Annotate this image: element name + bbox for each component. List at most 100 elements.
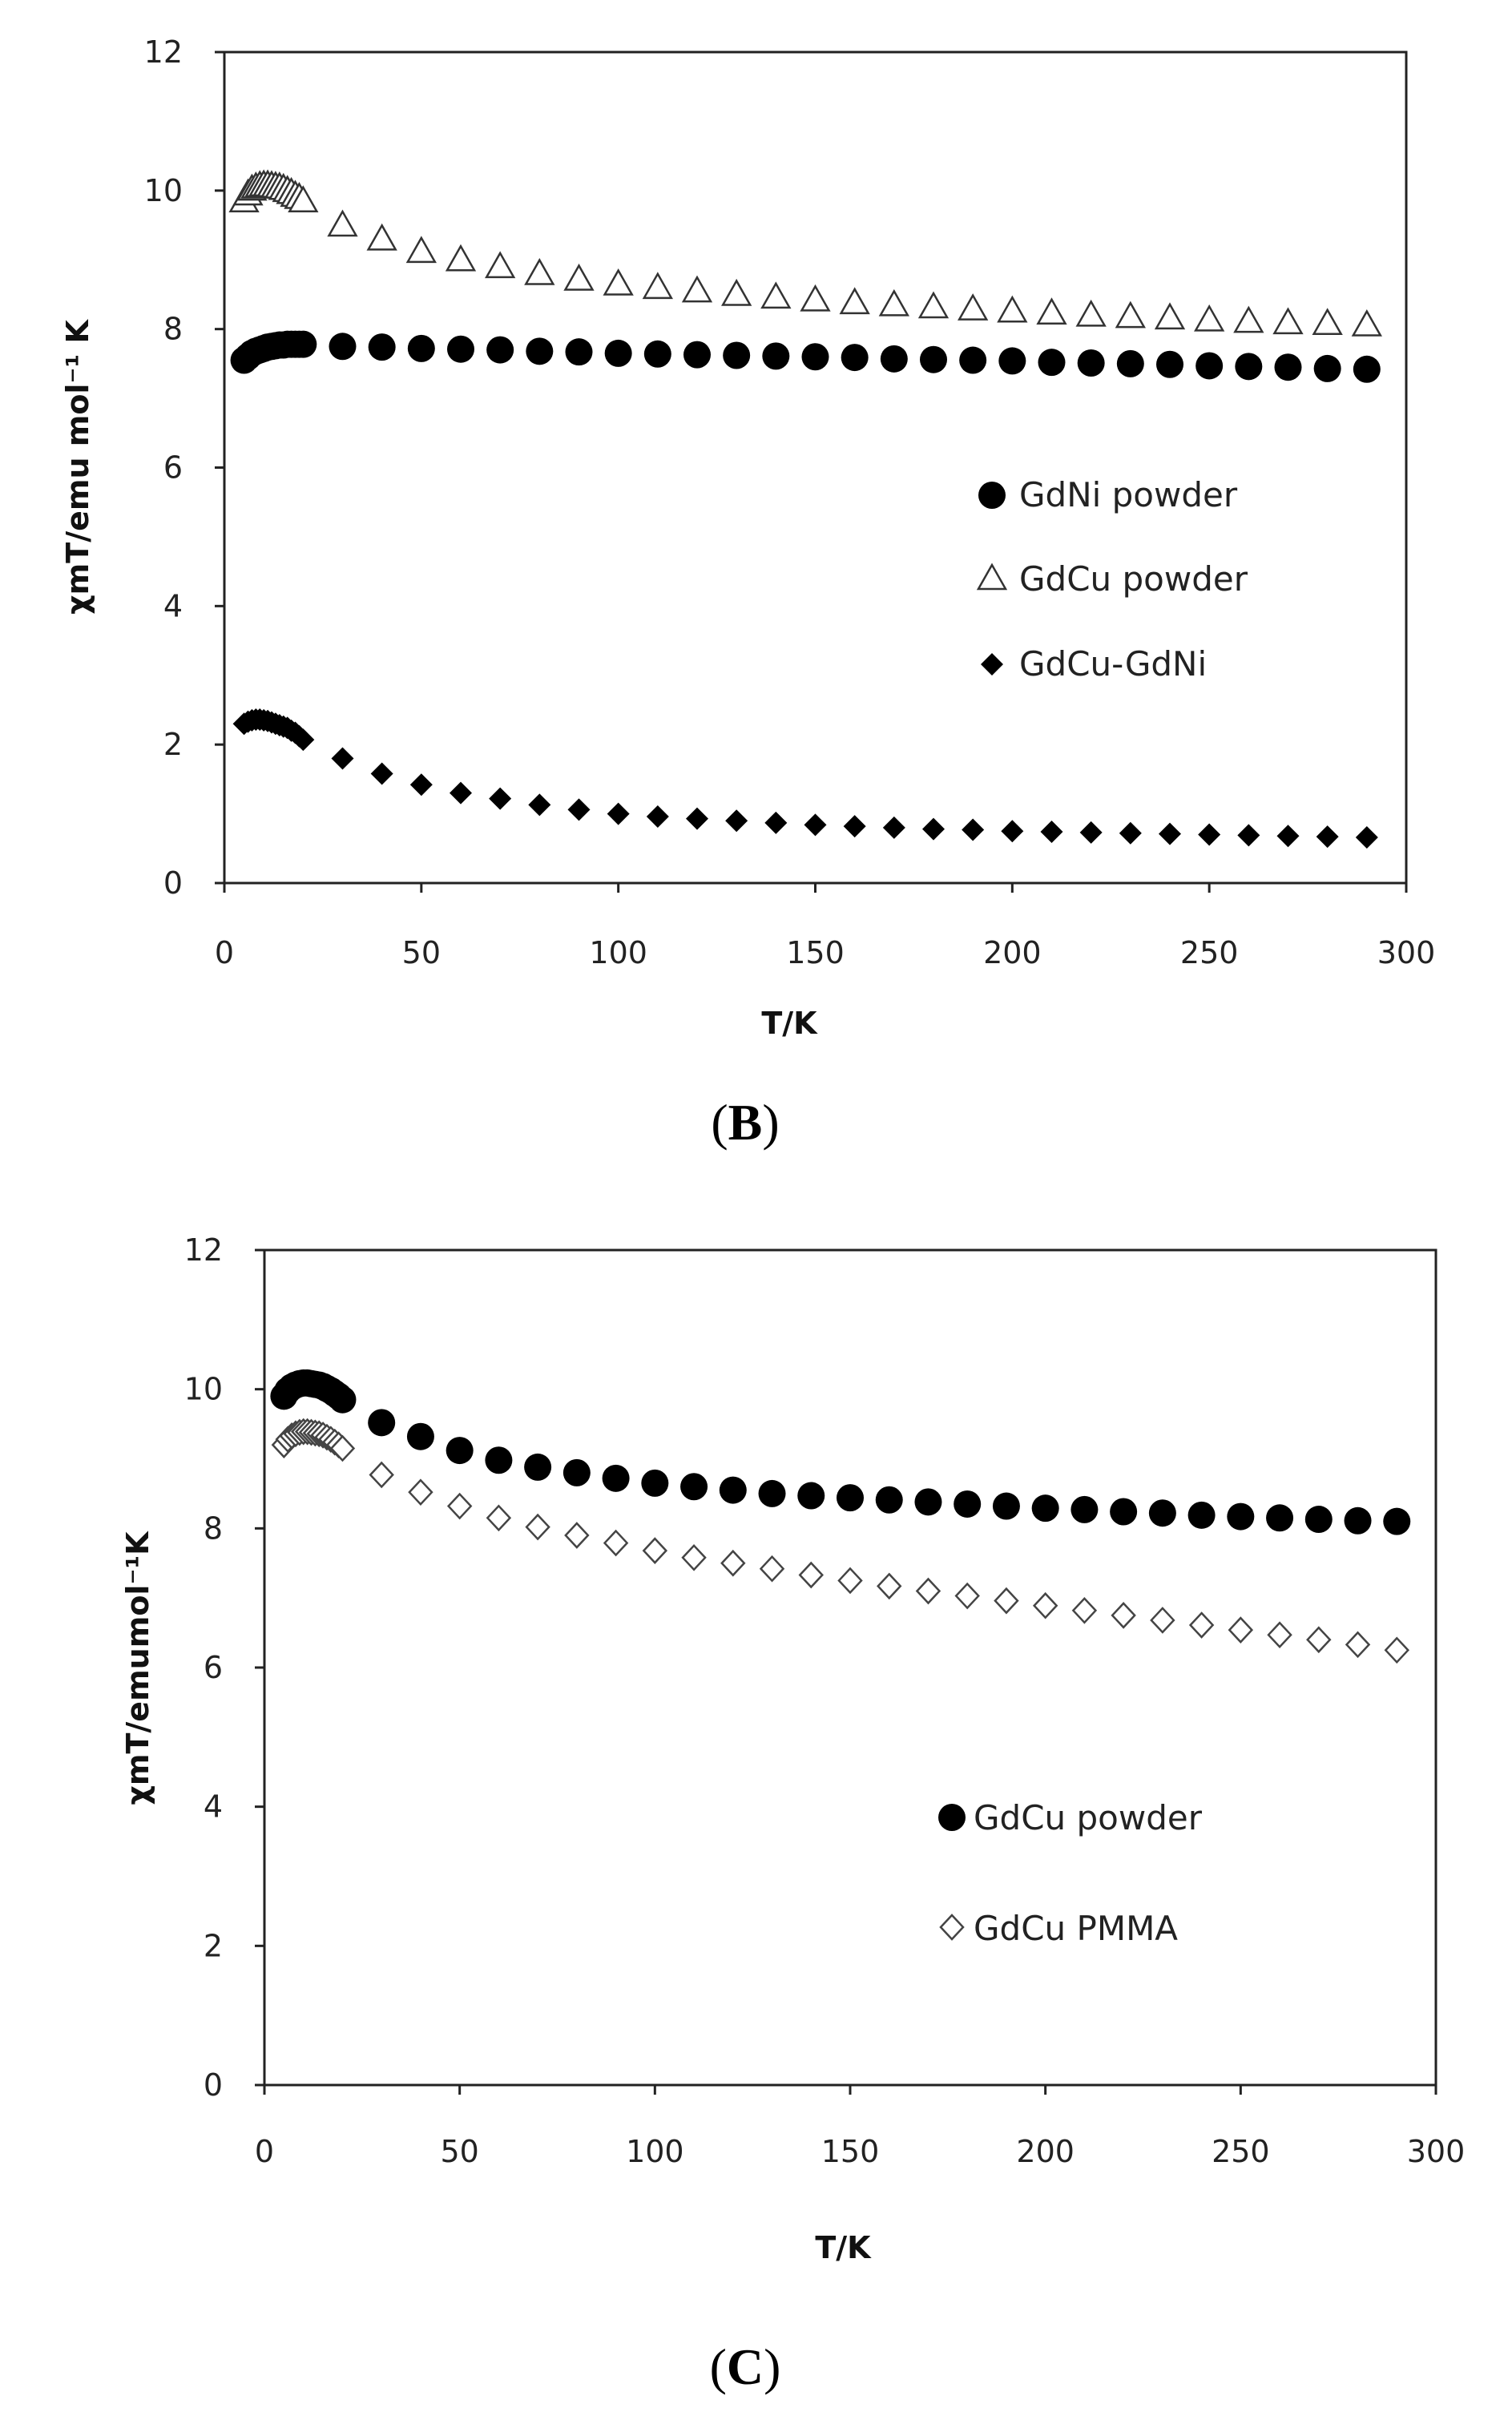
chart-b-x-ticks: 0 50 100 150 200 250 300 bbox=[215, 883, 1435, 970]
chart-c-point-gdcu-powder bbox=[1227, 1502, 1255, 1531]
chart-b-point-gdni-powder bbox=[762, 342, 790, 370]
chart-b-point-gdcu-powder bbox=[1351, 309, 1382, 337]
chart-b-point-gdcu-gdni bbox=[843, 815, 866, 838]
chart-c-point-gdcu-pmma bbox=[329, 1434, 356, 1462]
chart-b-point-gdni-powder bbox=[683, 341, 711, 369]
chart-b-point-gdcu-powder bbox=[563, 263, 595, 291]
chart-c-point-gdcu-powder bbox=[954, 1490, 982, 1518]
chart-c-legend-label-gdcu-pmma: GdCu PMMA bbox=[974, 1909, 1178, 1948]
chart-b-point-gdni-powder bbox=[1235, 353, 1263, 381]
chart-b-x-tick-label: 200 bbox=[983, 935, 1042, 970]
chart-b-point-gdcu-gdni bbox=[1159, 822, 1181, 845]
chart-b-point-gdni-powder bbox=[643, 340, 671, 368]
chart-c-point-gdcu-pmma bbox=[1306, 1626, 1332, 1654]
chart-c-point-gdcu-powder bbox=[641, 1469, 669, 1497]
chart-c-point-gdcu-pmma bbox=[486, 1504, 512, 1532]
chart-b-x-tick-label: 300 bbox=[1377, 935, 1436, 970]
chart-b-point-gdni-powder bbox=[920, 345, 947, 373]
chart-c-point-gdcu-powder bbox=[1266, 1504, 1294, 1532]
chart-c-point-gdcu-pmma bbox=[1150, 1607, 1175, 1634]
chart-b-x-tick-label: 250 bbox=[1180, 935, 1239, 970]
chart-c-point-gdcu-pmma bbox=[1228, 1616, 1254, 1644]
chart-b-point-gdcu-gdni bbox=[567, 798, 591, 821]
chart-b-point-gdcu-gdni bbox=[1237, 824, 1260, 847]
chart-c-x-tick-label: 200 bbox=[1016, 2134, 1075, 2169]
chart-c-point-gdcu-powder bbox=[1187, 1501, 1216, 1529]
chart-b-point-gdni-powder bbox=[368, 333, 396, 361]
chart-b-points bbox=[228, 169, 1382, 849]
chart-c-point-gdcu-pmma bbox=[837, 1567, 863, 1595]
chart-c-point-gdcu-pmma bbox=[681, 1543, 707, 1571]
chart-c-point-gdcu-pmma bbox=[408, 1478, 433, 1506]
chart-b-point-gdni-powder bbox=[526, 337, 554, 365]
chart-b-point-gdni-powder bbox=[801, 343, 829, 371]
chart-c-panel-label: (C) bbox=[710, 2338, 781, 2395]
chart-b-point-gdcu-gdni bbox=[1119, 821, 1142, 845]
chart-b-y-tick-label: 12 bbox=[144, 34, 183, 70]
chart-c: 0 2 4 6 8 10 12 0 50 100 150 200 250 300 T/K χmT/emu… bbox=[120, 1232, 1465, 2395]
chart-b-series-gdcu-powder bbox=[228, 169, 1382, 337]
chart-b-legend: GdNi powder GdCu powder GdCu-GdNi bbox=[976, 475, 1248, 684]
chart-c-y-tick-label: 4 bbox=[204, 1789, 223, 1825]
chart-c-point-gdcu-pmma bbox=[1111, 1602, 1136, 1629]
chart-b-point-gdni-powder bbox=[289, 330, 317, 358]
chart-c-x-tick-label: 300 bbox=[1407, 2134, 1466, 2169]
chart-b-series-gdni-powder bbox=[230, 330, 1381, 383]
chart-b-point-gdni-powder bbox=[1116, 349, 1144, 377]
chart-b-point-gdni-powder bbox=[1038, 349, 1066, 377]
chart-c-point-gdcu-pmma bbox=[877, 1572, 902, 1600]
chart-b-point-gdni-powder bbox=[565, 338, 593, 366]
chart-c-point-gdcu-powder bbox=[1148, 1499, 1176, 1527]
chart-c-point-gdcu-pmma bbox=[1345, 1631, 1371, 1659]
chart-b-x-axis-title: T/K bbox=[761, 1006, 818, 1041]
chart-b-point-gdcu-gdni bbox=[1001, 820, 1024, 843]
chart-b-point-gdcu-powder bbox=[366, 223, 397, 251]
chart-c-point-gdcu-pmma bbox=[1384, 1636, 1409, 1664]
chart-c-legend-label-gdcu-powder: GdCu powder bbox=[974, 1798, 1203, 1837]
chart-c-point-gdcu-powder bbox=[562, 1458, 591, 1486]
chart-b-point-gdni-powder bbox=[1274, 353, 1302, 381]
chart-c-panel-letter: C bbox=[727, 2338, 764, 2395]
chart-b-point-gdni-powder bbox=[880, 345, 908, 373]
chart-c-plot-frame bbox=[263, 1248, 1437, 2087]
chart-b-point-gdcu-powder bbox=[1036, 297, 1067, 325]
chart-b-panel-label: (B) bbox=[711, 1094, 779, 1151]
chart-b-point-gdcu-gdni bbox=[331, 747, 354, 770]
chart-b-point-gdcu-powder bbox=[958, 293, 989, 321]
chart-c-point-gdcu-powder bbox=[875, 1486, 903, 1514]
chart-b-point-gdni-powder bbox=[998, 347, 1026, 375]
chart-c-point-gdcu-powder bbox=[1070, 1495, 1099, 1523]
chart-c-legend: GdCu powder GdCu PMMA bbox=[938, 1798, 1203, 1948]
chart-c-point-gdcu-powder bbox=[1110, 1498, 1138, 1526]
chart-b-point-gdcu-gdni bbox=[292, 728, 315, 752]
chart-c-y-axis-title: χmT/emumol⁻¹K bbox=[120, 1531, 155, 1805]
chart-b-point-gdni-powder bbox=[723, 341, 751, 369]
chart-b-point-gdcu-gdni bbox=[1355, 825, 1378, 849]
chart-b-point-gdcu-gdni bbox=[646, 805, 669, 829]
chart-c-x-tick-label: 150 bbox=[821, 2134, 880, 2169]
chart-b-legend-label-gdcu-gdni: GdCu-GdNi bbox=[1019, 644, 1207, 684]
chart-c-point-gdcu-powder bbox=[446, 1437, 474, 1465]
chart-b-legend-marker-gdni-powder bbox=[978, 482, 1006, 509]
chart-b-point-gdcu-powder bbox=[1154, 302, 1186, 330]
chart-c-series-gdcu-powder bbox=[270, 1369, 1411, 1535]
chart-b-point-gdcu-gdni bbox=[1276, 825, 1300, 848]
chart-b-legend-marker-gdcu-gdni bbox=[981, 653, 1003, 676]
chart-b-point-gdcu-gdni bbox=[1040, 821, 1063, 844]
chart-b-y-ticks: 0 2 4 6 8 10 12 bbox=[144, 34, 224, 901]
chart-c-point-gdcu-pmma bbox=[954, 1582, 980, 1610]
chart-c-point-gdcu-pmma bbox=[564, 1522, 590, 1549]
chart-c-y-ticks: 0 2 4 6 8 10 12 bbox=[184, 1232, 264, 2103]
chart-c-legend-marker-gdcu-pmma bbox=[939, 1914, 965, 1941]
chart-c-point-gdcu-powder bbox=[406, 1422, 434, 1450]
chart-b-y-tick-label: 8 bbox=[163, 312, 183, 347]
chart-c-point-gdcu-pmma bbox=[525, 1513, 550, 1541]
chart-c-y-tick-label: 8 bbox=[204, 1510, 223, 1546]
chart-c-point-gdcu-pmma bbox=[720, 1549, 746, 1577]
chart-c-x-axis-title: T/K bbox=[815, 2230, 872, 2265]
chart-c-legend-symbol-gdcu-pmma bbox=[939, 1914, 965, 1941]
chart-b-point-gdcu-powder bbox=[917, 291, 950, 319]
chart-b-y-tick-label: 10 bbox=[144, 173, 183, 208]
chart-c-point-gdcu-pmma bbox=[759, 1555, 785, 1583]
chart-b-point-gdcu-powder bbox=[760, 281, 792, 309]
